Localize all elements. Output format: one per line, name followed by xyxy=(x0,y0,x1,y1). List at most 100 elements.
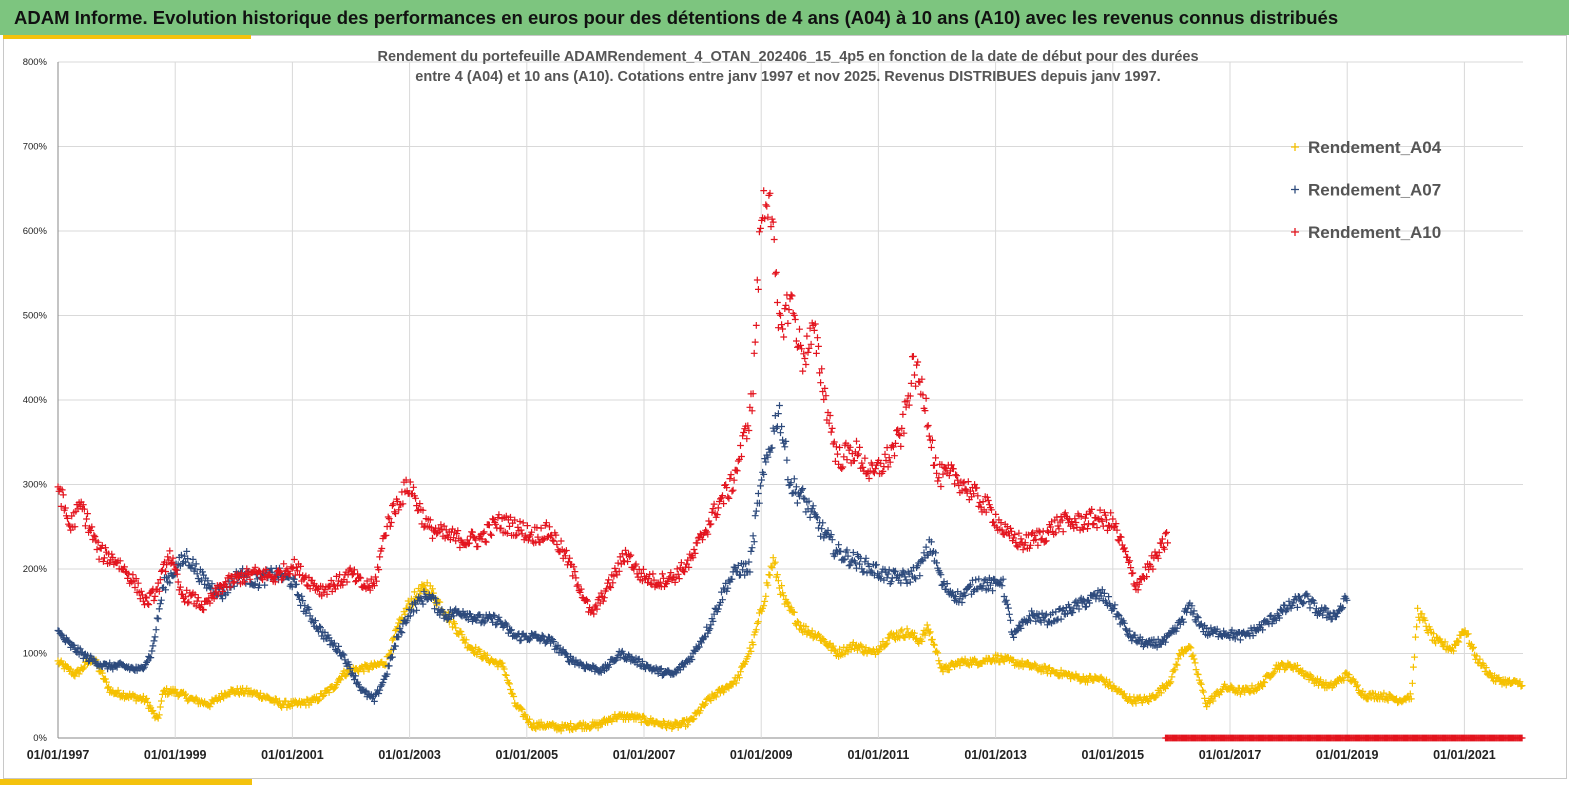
data-point-a04 xyxy=(1418,610,1426,618)
data-point-a04 xyxy=(458,631,466,639)
data-point-a07 xyxy=(714,605,722,613)
data-point-a10 xyxy=(840,453,848,461)
data-point-a04 xyxy=(1171,666,1179,674)
data-point-a10 xyxy=(734,457,742,465)
data-point-a04 xyxy=(825,641,833,649)
data-point-a10 xyxy=(271,578,279,586)
data-point-a10 xyxy=(318,592,326,600)
data-point-a04 xyxy=(1450,647,1457,655)
data-point-a10 xyxy=(833,443,840,451)
data-point-a10 xyxy=(828,425,836,432)
data-point-a07 xyxy=(1098,586,1106,594)
data-point-a07 xyxy=(828,536,836,544)
data-point-a10 xyxy=(194,594,202,602)
data-point-a04 xyxy=(114,686,122,694)
data-point-a10 xyxy=(939,470,947,478)
data-point-a04 xyxy=(507,686,514,693)
data-point-a10 xyxy=(843,456,851,464)
data-point-a04 xyxy=(1259,683,1266,690)
data-point-a10 xyxy=(1107,509,1115,517)
data-point-a07 xyxy=(724,584,732,592)
data-point-a10 xyxy=(1134,586,1142,594)
data-point-a07 xyxy=(775,410,782,417)
data-point-a10 xyxy=(729,486,737,494)
data-point-a10 xyxy=(64,515,71,522)
data-point-a07 xyxy=(153,614,161,622)
data-point-a04 xyxy=(1383,695,1391,703)
data-point-a07 xyxy=(508,626,515,634)
data-point-a04 xyxy=(746,644,754,652)
data-point-a07 xyxy=(1101,590,1108,597)
x-tick-label: 01/01/2019 xyxy=(1316,748,1379,762)
data-point-a10 xyxy=(790,312,798,319)
data-point-a07 xyxy=(1014,626,1022,634)
data-point-a07 xyxy=(900,569,908,577)
data-point-a07 xyxy=(906,578,914,586)
data-point-a10 xyxy=(694,534,702,542)
data-point-a10 xyxy=(813,350,820,357)
data-points xyxy=(54,187,1526,742)
data-point-a04 xyxy=(500,665,508,673)
data-point-a07 xyxy=(308,615,316,623)
data-point-a04 xyxy=(411,588,418,596)
data-point-a10 xyxy=(898,425,906,432)
data-point-a07 xyxy=(1333,613,1340,621)
data-point-a10 xyxy=(632,560,640,568)
y-tick-label: 600% xyxy=(23,226,48,237)
data-point-a10 xyxy=(778,321,785,328)
data-point-a04 xyxy=(1084,678,1091,686)
data-point-a07 xyxy=(814,514,821,522)
data-point-a07 xyxy=(975,575,983,583)
data-point-a04 xyxy=(1294,662,1301,669)
data-point-a10 xyxy=(121,563,128,571)
data-point-a10 xyxy=(704,530,712,538)
data-point-a10 xyxy=(210,595,218,602)
data-point-a07 xyxy=(747,548,755,555)
data-point-a04 xyxy=(1031,660,1039,668)
x-tick-label: 01/01/2009 xyxy=(730,748,793,762)
data-point-a04 xyxy=(1482,664,1490,671)
data-point-a04 xyxy=(1413,623,1420,631)
data-point-a10 xyxy=(516,518,524,525)
data-point-a07 xyxy=(912,575,919,583)
data-point-a04 xyxy=(1261,679,1269,686)
data-point-a07 xyxy=(922,543,930,551)
data-point-a04 xyxy=(1196,679,1204,687)
chart-title-line-1: Rendement du portefeuille ADAMRendement_… xyxy=(377,49,1198,65)
data-point-a10 xyxy=(713,511,721,518)
data-point-a10 xyxy=(893,427,900,434)
data-point-a10 xyxy=(1068,518,1076,525)
data-point-a10 xyxy=(798,345,805,353)
data-point-a07 xyxy=(567,653,574,660)
data-point-a10 xyxy=(1077,513,1085,520)
data-point-a10 xyxy=(825,419,833,427)
data-point-a10 xyxy=(1116,533,1124,540)
data-point-a07 xyxy=(1059,605,1067,613)
data-point-a04 xyxy=(890,630,897,638)
data-point-a10 xyxy=(1015,529,1023,537)
data-point-a07 xyxy=(783,456,791,464)
data-point-a07 xyxy=(672,669,680,677)
data-point-a10 xyxy=(480,528,488,536)
data-point-a04 xyxy=(1233,689,1241,697)
data-point-a10 xyxy=(738,453,745,460)
data-point-a10 xyxy=(314,586,321,593)
data-point-a10 xyxy=(373,577,380,585)
data-point-a10 xyxy=(817,379,824,387)
data-point-a10 xyxy=(570,563,578,571)
data-point-a04 xyxy=(836,645,843,653)
data-point-a10 xyxy=(937,483,945,490)
data-point-a10 xyxy=(756,228,763,236)
data-point-a07 xyxy=(1304,592,1312,600)
data-point-a07 xyxy=(1276,614,1283,622)
data-point-a07 xyxy=(1162,638,1169,646)
data-point-a10 xyxy=(108,550,116,558)
data-point-a10 xyxy=(678,559,685,567)
data-point-a07 xyxy=(758,476,765,484)
data-point-a04 xyxy=(1258,682,1265,689)
data-point-a07 xyxy=(76,645,84,653)
data-point-a10 xyxy=(1102,511,1109,519)
data-point-a04 xyxy=(1380,689,1388,697)
data-point-a04 xyxy=(1516,678,1524,686)
data-point-a10 xyxy=(592,601,600,609)
